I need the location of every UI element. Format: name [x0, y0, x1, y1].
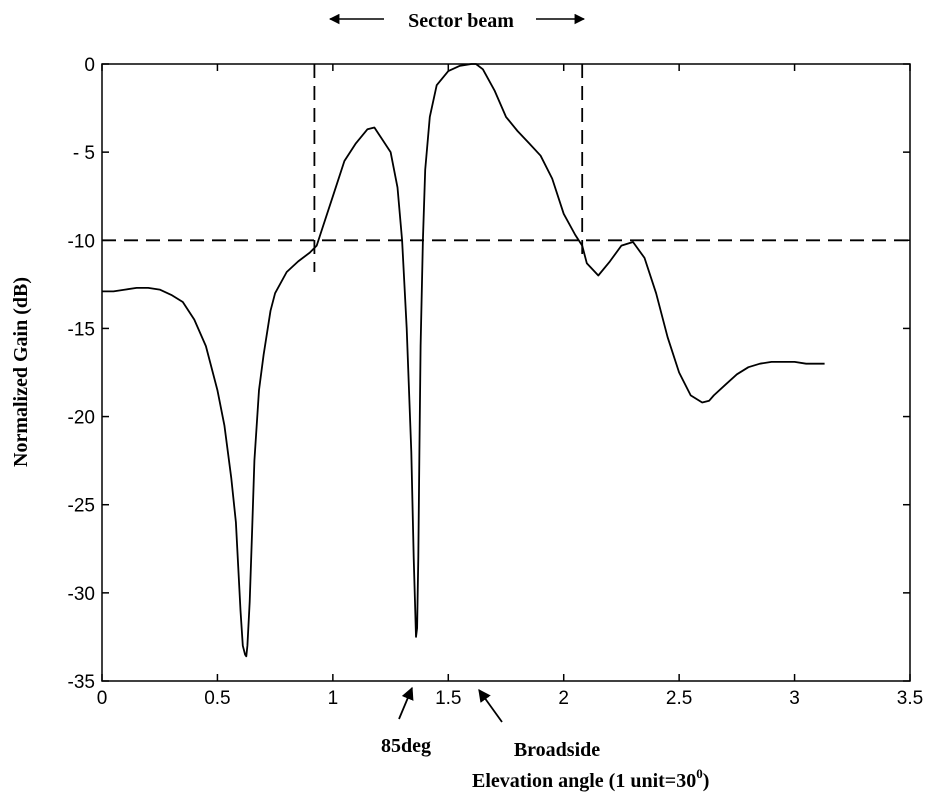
- y-tick-label: -15: [68, 319, 95, 340]
- sector-beam-label: Sector beam: [408, 10, 514, 32]
- broadside-arrow: [478, 688, 503, 723]
- y-tick-label: 0: [84, 55, 95, 76]
- x-axis-label-main: Elevation angle (1 unit=30: [472, 770, 696, 792]
- deg85-arrow: [398, 686, 414, 720]
- x-tick-label: 2: [558, 688, 569, 709]
- deg85-label: 85deg: [381, 735, 431, 757]
- broadside-label: Broadside: [514, 739, 600, 761]
- y-tick-label: -30: [68, 584, 95, 605]
- y-tick-label: -25: [68, 496, 95, 517]
- gain-curve: [102, 63, 825, 658]
- x-tick-label: 1: [328, 688, 339, 709]
- sector-beam-annotation: Sector beam: [328, 10, 586, 32]
- deg85-annotation: 85deg: [381, 686, 431, 757]
- ticks-layer: 0 0.5 1 1.5 2 2.5 3 3.5 0 - 5 -10 -15 -20 -25 -30 -35: [68, 55, 924, 709]
- x-tick-label: 0.5: [204, 688, 230, 709]
- broadside-annotation: Broadside: [478, 688, 600, 761]
- y-tick-label: -10: [68, 231, 95, 252]
- plot-frame: [101, 63, 911, 682]
- x-tick-label: 3.5: [897, 688, 923, 709]
- y-tick-label: -35: [68, 672, 95, 693]
- x-tick-label: 3: [789, 688, 800, 709]
- x-tick-label: 2.5: [666, 688, 692, 709]
- x-tick-label: 0: [97, 688, 108, 709]
- x-axis-label-sup: 0: [696, 766, 703, 781]
- x-axis-label-close: ): [703, 770, 710, 792]
- x-axis-label: Elevation angle (1 unit=300): [472, 766, 709, 792]
- y-tick-label: -20: [68, 408, 95, 429]
- x-tick-label: 1.5: [435, 688, 461, 709]
- y-tick-label: - 5: [73, 143, 95, 164]
- series-layer: [102, 63, 910, 658]
- y-axis-label: Normalized Gain (dB): [10, 277, 32, 467]
